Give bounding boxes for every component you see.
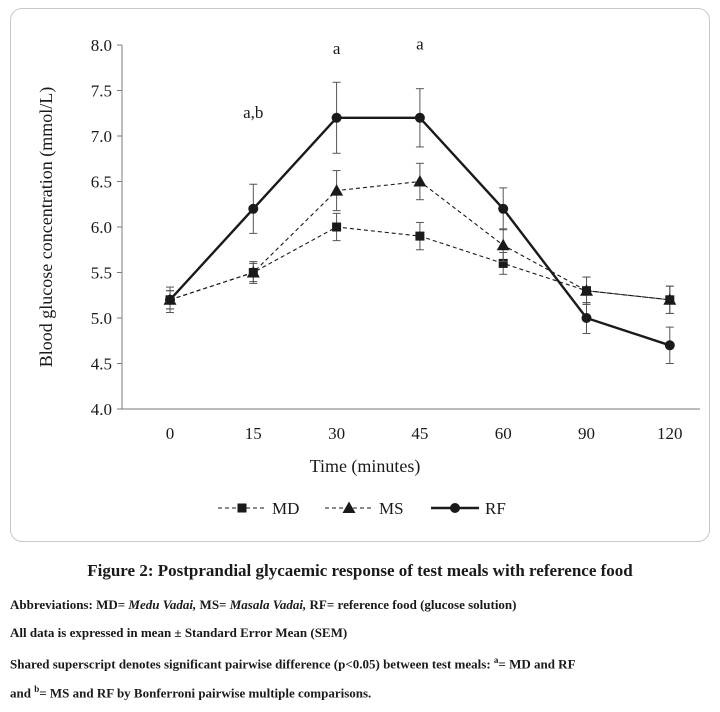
data-point-md xyxy=(498,258,508,268)
x-tick-label: 120 xyxy=(657,424,683,443)
x-tick-label: 0 xyxy=(166,424,175,443)
y-tick-label: 6.5 xyxy=(91,173,112,192)
x-tick-label: 45 xyxy=(411,424,428,443)
data-point-rf xyxy=(331,112,342,123)
data-point-rf xyxy=(664,340,675,351)
significance-annotation: a xyxy=(333,39,341,58)
and-prefix: and xyxy=(10,685,35,701)
y-axis-label: Blood glucose concentration (mmol/L) xyxy=(36,87,57,367)
y-tick-label: 8.0 xyxy=(91,36,112,55)
y-tick-label: 7.5 xyxy=(91,82,112,101)
data-note: All data is expressed in mean ± Standard… xyxy=(10,625,348,640)
y-tick-label: 5.5 xyxy=(91,264,112,283)
y-tick-label: 4.0 xyxy=(91,400,112,419)
x-tick-label: 15 xyxy=(245,424,262,443)
y-tick-label: 7.0 xyxy=(91,127,112,146)
legend-label-rf: RF xyxy=(485,499,506,518)
legend-marker-rf xyxy=(450,503,460,513)
figure-title: Figure 2: Postprandial glycaemic respons… xyxy=(87,561,633,580)
data-point-ms xyxy=(330,184,344,196)
y-tick-label: 5.0 xyxy=(91,309,112,328)
ms-prefix: MS= xyxy=(196,597,230,612)
data-point-ms xyxy=(246,266,260,278)
data-point-md xyxy=(332,222,342,232)
y-tick-label: 6.0 xyxy=(91,218,112,237)
bonferroni-note: and b= MS and RF by Bonferroni pairwise … xyxy=(10,684,371,701)
data-point-ms xyxy=(496,238,510,251)
data-point-rf xyxy=(248,203,259,214)
data-point-ms xyxy=(413,175,427,187)
superscript-a: a xyxy=(493,655,499,665)
legend-marker-ms xyxy=(342,501,356,513)
legend-label-md: MD xyxy=(272,499,299,518)
md-name: Medu Vadai, xyxy=(128,597,197,612)
legend-marker-md xyxy=(237,503,247,513)
superscript-b-text: = MS and RF by Bonferroni pairwise multi… xyxy=(39,685,372,701)
x-tick-label: 30 xyxy=(328,424,345,443)
data-point-rf xyxy=(414,112,425,123)
significance-annotation: a,b xyxy=(243,103,263,122)
shared-prefix: Shared superscript denotes significant p… xyxy=(10,656,494,672)
data-point-rf xyxy=(498,203,509,214)
legend-label-ms: MS xyxy=(379,499,404,518)
x-axis-label: Time (minutes) xyxy=(310,456,421,477)
superscript-b: b xyxy=(34,684,40,694)
shared-superscript-note: Shared superscript denotes significant p… xyxy=(10,655,576,672)
data-point-rf xyxy=(581,313,592,323)
data-point-rf xyxy=(165,294,175,305)
line-chart: 4.0 4.5 5.0 5.5 6.0 6.5 7.0 7.5 8.0 0 15 30 45 60 90 12… xyxy=(36,35,700,518)
rf-text: RF= reference food (glucose solution) xyxy=(306,597,517,612)
data-point-ms xyxy=(580,284,593,296)
x-tick-label: 90 xyxy=(578,424,595,443)
x-tick-label: 60 xyxy=(495,424,512,443)
superscript-a-text: = MD and RF xyxy=(498,656,576,672)
significance-annotation: a xyxy=(416,35,424,54)
chart-frame xyxy=(10,8,710,542)
abbreviations-note: Abbreviations: MD= Medu Vadai, MS= Masal… xyxy=(10,597,517,613)
y-tick-label: 4.5 xyxy=(91,355,112,374)
abbrev-prefix: Abbreviations: MD= xyxy=(10,597,129,612)
ms-name: Masala Vadai, xyxy=(229,597,307,612)
data-point-md xyxy=(415,231,425,241)
data-point-ms xyxy=(663,293,677,305)
